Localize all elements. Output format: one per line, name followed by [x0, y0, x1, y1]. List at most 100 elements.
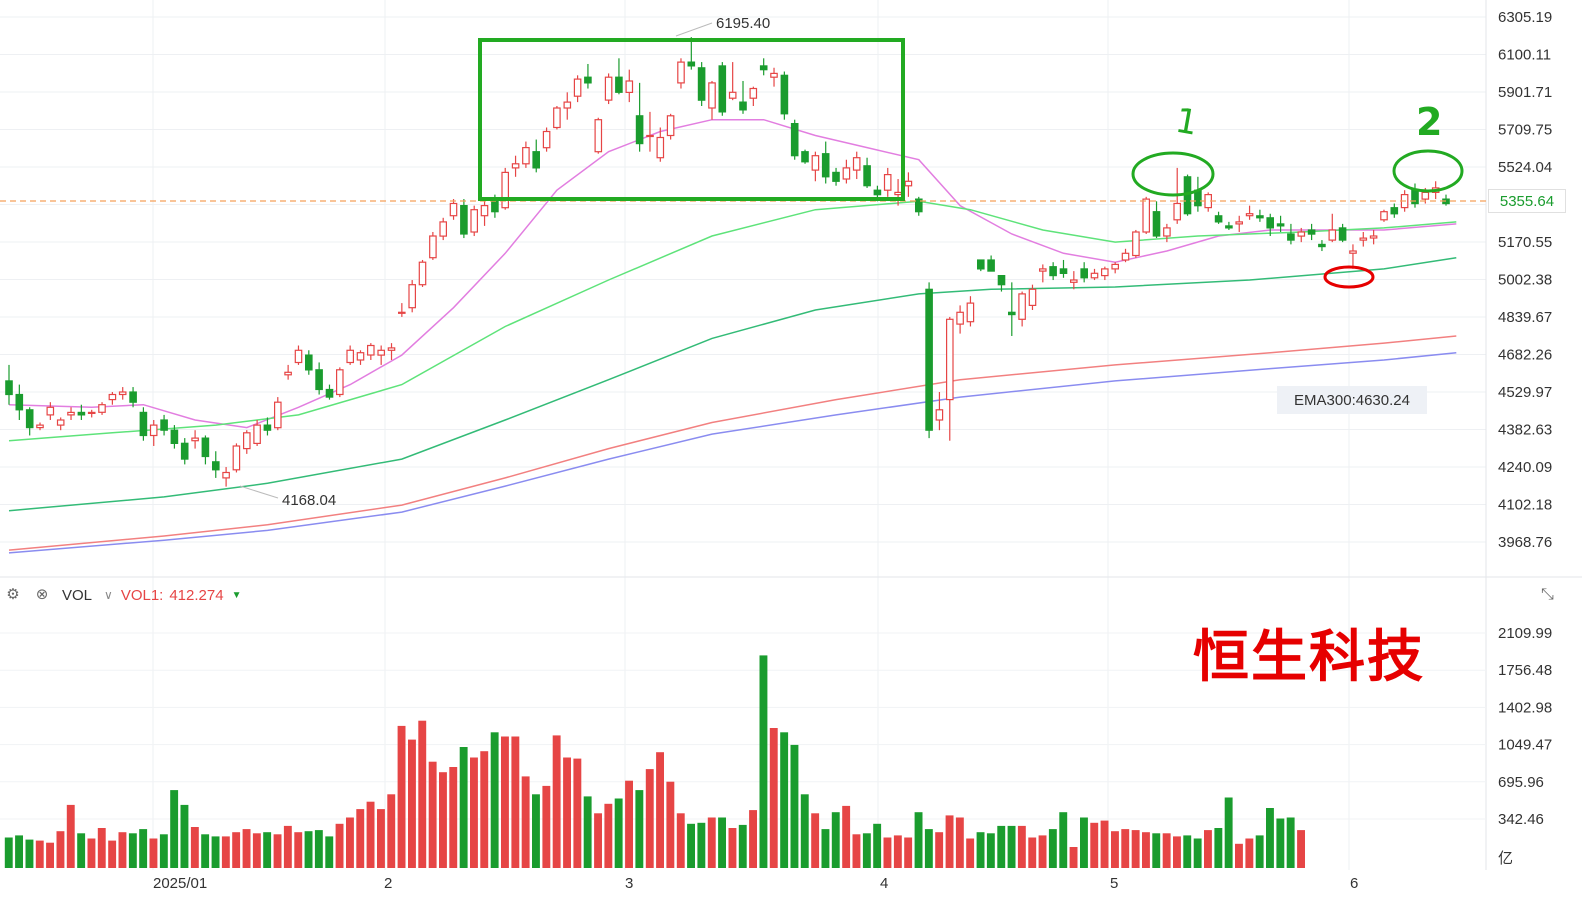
- candle-body: [790, 122, 799, 157]
- candle-body: [542, 130, 551, 149]
- candle: [925, 282, 933, 439]
- volume-bar: [924, 829, 933, 868]
- candle: [15, 384, 24, 420]
- candle-body: [697, 67, 706, 101]
- current-price-tag: 5355.64: [1488, 189, 1566, 213]
- volume-bar: [480, 751, 489, 868]
- candle: [87, 409, 96, 418]
- highlight-circle-red: [1323, 265, 1375, 289]
- volume-bar: [304, 831, 313, 868]
- candle-body: [1121, 252, 1130, 261]
- candle: [573, 75, 582, 103]
- candle: [790, 119, 799, 160]
- volume-bar: [1173, 836, 1181, 868]
- collapse-arrows-icon[interactable]: ⤡: [1541, 586, 1554, 603]
- candle-body: [728, 91, 737, 99]
- candle: [945, 316, 954, 441]
- candle: [243, 430, 251, 454]
- candle-body: [191, 437, 199, 442]
- candle-body: [1173, 202, 1182, 221]
- candle-body: [315, 369, 323, 391]
- candle-body: [842, 167, 851, 180]
- price-tick-label: 4839.67: [1498, 309, 1552, 326]
- candle-body: [1049, 266, 1057, 277]
- candle-body: [1318, 243, 1326, 248]
- close-icon[interactable]: ⊗: [35, 586, 49, 603]
- chevron-down-icon[interactable]: ∨: [104, 588, 113, 602]
- triangle-down-icon[interactable]: ▼: [231, 589, 242, 601]
- vol1-value: 412.274: [169, 586, 224, 604]
- candle-body: [108, 393, 117, 401]
- high-annotation: 6195.40: [716, 15, 770, 32]
- candle: [294, 345, 303, 365]
- settings-icon[interactable]: ⚙: [6, 586, 20, 603]
- candle: [139, 407, 148, 441]
- volume-bar: [408, 739, 416, 868]
- candle-body: [584, 76, 592, 84]
- volume-bar: [1059, 812, 1068, 868]
- candle: [697, 62, 706, 107]
- candle: [594, 117, 603, 154]
- candle-body: [118, 391, 127, 396]
- volume-bar: [563, 757, 571, 868]
- candle: [67, 407, 75, 420]
- candle-body: [180, 442, 189, 460]
- candle: [604, 73, 613, 105]
- candle: [966, 296, 975, 327]
- candle: [997, 275, 1006, 292]
- candle-body: [873, 189, 882, 196]
- candle-body: [904, 180, 913, 187]
- price-tick-label: 5524.04: [1498, 159, 1552, 176]
- candle-body: [408, 284, 417, 309]
- candle-body: [759, 65, 768, 71]
- candle-body: [811, 155, 820, 171]
- volume-bar: [1162, 833, 1171, 868]
- candle: [1411, 183, 1419, 208]
- time-tick-label: 5: [1110, 875, 1118, 892]
- candle: [36, 422, 44, 431]
- volume-bar: [697, 822, 706, 868]
- candle-body: [687, 61, 696, 67]
- candle-body: [1007, 311, 1016, 316]
- candle-body: [367, 344, 375, 356]
- candle-body: [914, 198, 923, 213]
- volume-bar: [4, 837, 13, 868]
- volume-bar: [263, 832, 272, 868]
- candle: [1194, 176, 1202, 212]
- candle: [666, 113, 675, 140]
- volume-bar: [170, 790, 179, 868]
- volume-bar: [862, 833, 871, 868]
- candle-body: [274, 401, 282, 429]
- volume-bar: [242, 829, 251, 868]
- candle-body: [243, 432, 251, 450]
- volume-bar: [118, 832, 127, 868]
- candle-body: [1245, 213, 1254, 217]
- candle-body: [1235, 221, 1244, 225]
- candle: [1287, 223, 1295, 245]
- volume-bar: [1214, 828, 1223, 868]
- volume-tick-label: 1402.98: [1498, 699, 1552, 716]
- volume-bar: [821, 829, 830, 868]
- candle-body: [770, 72, 778, 78]
- candle: [1266, 213, 1275, 237]
- volume-bar: [1245, 838, 1254, 868]
- price-tick-label: 6100.11: [1498, 47, 1551, 64]
- candle-body: [604, 76, 613, 101]
- candle: [1059, 259, 1068, 278]
- volume-bar: [904, 837, 913, 868]
- candle: [222, 467, 230, 487]
- candle: [429, 231, 437, 260]
- candle: [1090, 268, 1099, 281]
- candle: [894, 179, 902, 206]
- candle: [687, 37, 696, 70]
- volume-bar: [728, 828, 737, 868]
- candle: [1235, 215, 1244, 232]
- volume-indicator-name[interactable]: VOL: [62, 586, 93, 604]
- candle-body: [356, 352, 365, 361]
- candle-body: [1349, 250, 1357, 254]
- candle-body: [1142, 198, 1151, 233]
- candle-body: [1328, 229, 1337, 241]
- candle: [1049, 262, 1057, 281]
- volume-bar: [1204, 830, 1212, 868]
- candle: [1328, 213, 1337, 243]
